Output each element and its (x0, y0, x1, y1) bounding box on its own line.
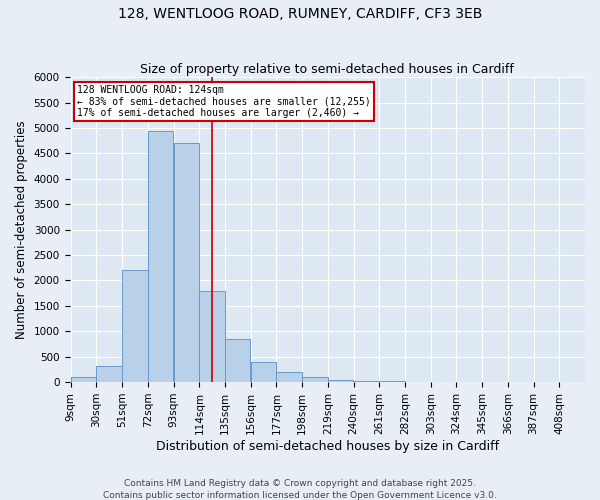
X-axis label: Distribution of semi-detached houses by size in Cardiff: Distribution of semi-detached houses by … (156, 440, 499, 452)
Bar (122, 270, 148, 382)
Bar (353, 381, 379, 382)
Bar (277, 372, 302, 382)
Title: Size of property relative to semi-detached houses in Cardiff: Size of property relative to semi-detach… (140, 63, 514, 76)
Bar (173, 143, 199, 382)
Bar (225, 339, 250, 382)
Bar (71, 377, 96, 382)
Text: 128, WENTLOOG ROAD, RUMNEY, CARDIFF, CF3 3EB: 128, WENTLOOG ROAD, RUMNEY, CARDIFF, CF3… (118, 8, 482, 22)
Bar (148, 130, 173, 382)
Bar (302, 377, 328, 382)
Bar (251, 362, 276, 382)
Text: 128 WENTLOOG ROAD: 124sqm
← 83% of semi-detached houses are smaller (12,255)
17%: 128 WENTLOOG ROAD: 124sqm ← 83% of semi-… (77, 85, 371, 118)
Bar (97, 366, 122, 382)
Text: Contains HM Land Registry data © Crown copyright and database right 2025.
Contai: Contains HM Land Registry data © Crown c… (103, 478, 497, 500)
Y-axis label: Number of semi-detached properties: Number of semi-detached properties (15, 120, 28, 339)
Bar (199, 290, 224, 382)
Bar (328, 380, 353, 382)
